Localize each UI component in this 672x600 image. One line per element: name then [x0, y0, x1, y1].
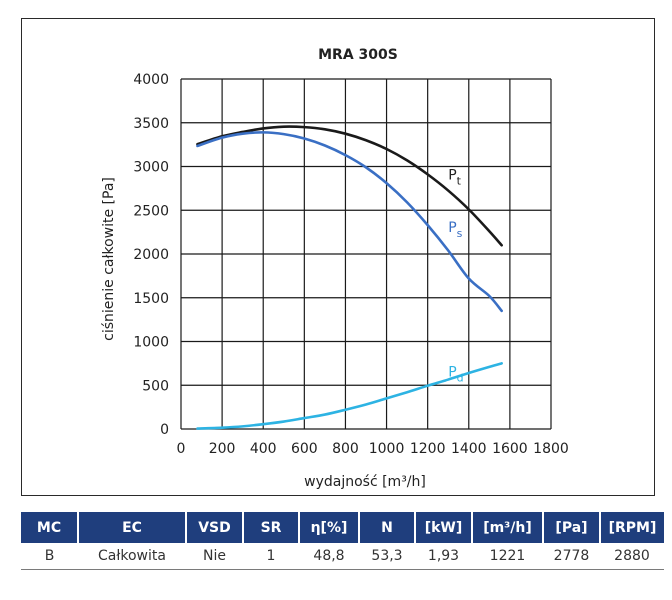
- x-tick-label: 1000: [369, 441, 405, 457]
- y-tick-label: 500: [142, 378, 169, 394]
- series-label-pd: Pd: [448, 365, 463, 385]
- y-tick-label: 4000: [133, 72, 169, 88]
- chart-series: [196, 125, 503, 430]
- series-line-ps: [196, 131, 503, 313]
- series-labels: Pt Ps Pd: [448, 168, 463, 385]
- y-tick-label: 2500: [133, 203, 169, 219]
- table-cell: 1221: [472, 543, 543, 570]
- table-cell: Nie: [186, 543, 243, 570]
- y-tick-label: 1500: [133, 291, 169, 307]
- table-cell: 1,93: [415, 543, 472, 570]
- table-cell: 1: [243, 543, 299, 570]
- y-axis-ticks: 0 500 1000 1500 2000 2500 3000 3500 4000: [133, 72, 169, 438]
- table-header-cell: [kW]: [415, 512, 473, 543]
- y-tick-label: 3500: [133, 116, 169, 132]
- series-label-ps: Ps: [448, 220, 462, 240]
- y-tick-label: 1000: [133, 335, 169, 351]
- y-tick-label: 0: [160, 422, 169, 438]
- series-label-pt: Pt: [448, 168, 461, 188]
- y-axis-label: ciśnienie całkowite [Pa]: [101, 177, 117, 341]
- series-line-pd: [196, 362, 503, 430]
- table-cell: 53,3: [359, 543, 415, 570]
- x-tick-label: 800: [332, 441, 359, 457]
- fan-performance-chart: MRA 300S 0 200 400 600 800 1000 1200 1400 1600 18…: [101, 47, 569, 490]
- table-header-cell: VSD: [186, 512, 244, 543]
- x-tick-label: 400: [250, 441, 277, 457]
- table-header-cell: [RPM]: [600, 512, 664, 543]
- y-tick-label: 2000: [133, 247, 169, 263]
- table-cell: 2880: [600, 543, 664, 570]
- x-tick-label: 600: [291, 441, 318, 457]
- table-cell: 2778: [543, 543, 600, 570]
- table-header-cell: SR: [243, 512, 300, 543]
- x-tick-label: 1600: [492, 441, 528, 457]
- x-axis-ticks: 0 200 400 600 800 1000 1200 1400 1600 1800: [177, 441, 569, 457]
- y-tick-label: 3000: [133, 160, 169, 176]
- table-header-cell: η[%]: [299, 512, 360, 543]
- fan-parameters-table: MC EC VSD SR η[%] N [kW] [m³/h] [Pa] [RP…: [21, 512, 664, 570]
- chart-title: MRA 300S: [318, 47, 398, 63]
- x-tick-label: 1400: [451, 441, 487, 457]
- table-cell: Całkowita: [78, 543, 186, 570]
- x-tick-label: 1200: [410, 441, 446, 457]
- table-header-cell: MC: [21, 512, 79, 543]
- table-header-cell: [Pa]: [543, 512, 601, 543]
- table-header-cell: N: [359, 512, 416, 543]
- series-line-pt: [196, 125, 503, 247]
- chart-grid: [180, 78, 552, 430]
- x-axis-label: wydajność [m³/h]: [304, 474, 426, 490]
- table-row: B Całkowita Nie 1 48,8 53,3 1,93 1221 27…: [21, 543, 664, 570]
- table-cell: 48,8: [299, 543, 359, 570]
- table-header-row: MC EC VSD SR η[%] N [kW] [m³/h] [Pa] [RP…: [21, 512, 664, 543]
- x-tick-label: 0: [177, 441, 186, 457]
- x-tick-label: 200: [209, 441, 236, 457]
- x-tick-label: 1800: [533, 441, 569, 457]
- table-cell: B: [21, 543, 78, 570]
- table-header-cell: [m³/h]: [472, 512, 544, 543]
- table-header-cell: EC: [78, 512, 187, 543]
- chart-frame: MRA 300S 0 200 400 600 800 1000 1200 1400 1600 18…: [21, 18, 655, 496]
